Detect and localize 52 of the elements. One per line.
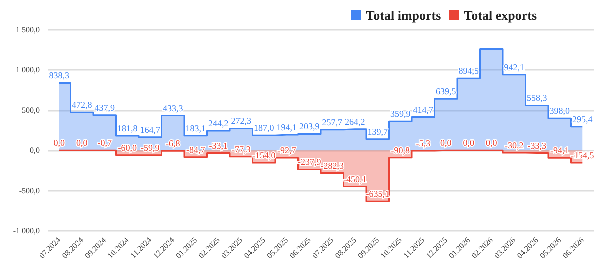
data-label: -5,3 bbox=[416, 138, 431, 149]
y-tick-label: 500,0 bbox=[22, 106, 40, 115]
data-label: 894,5 bbox=[458, 66, 480, 76]
legend-label: Total imports bbox=[366, 8, 442, 23]
data-label: 257,7 bbox=[322, 117, 343, 128]
y-tick-label: -1 000,0 bbox=[13, 226, 40, 236]
data-label: -90,8 bbox=[391, 145, 410, 156]
data-label: -154,0 bbox=[252, 150, 276, 160]
data-label: -92,7 bbox=[278, 146, 297, 156]
data-label: 139,7 bbox=[368, 126, 388, 137]
y-tick-label: 0,0 bbox=[30, 146, 40, 156]
data-label: 272,3 bbox=[231, 116, 252, 126]
data-label: -77,3 bbox=[232, 144, 252, 154]
y-tick-label: -500,0 bbox=[19, 186, 40, 196]
data-label: 437,9 bbox=[94, 102, 116, 113]
data-label: -59,9 bbox=[141, 142, 160, 153]
data-label: 183,1 bbox=[186, 123, 206, 134]
data-label: 433,3 bbox=[163, 103, 184, 114]
data-label: -84,7 bbox=[186, 144, 206, 155]
data-label: 194,1 bbox=[276, 122, 297, 132]
data-label: 639,5 bbox=[436, 86, 457, 97]
data-label: 0,0 bbox=[54, 138, 66, 148]
data-label: -0,7 bbox=[98, 138, 112, 148]
data-label: 244,2 bbox=[208, 118, 229, 128]
data-label: 398,0 bbox=[550, 106, 570, 116]
data-label: -30,2 bbox=[505, 140, 524, 151]
data-label: 187,0 bbox=[254, 123, 275, 134]
data-label: 838,3 bbox=[49, 70, 70, 81]
data-label: -94,1 bbox=[550, 146, 570, 156]
data-label: 164,7 bbox=[140, 124, 161, 135]
data-label: 0,0 bbox=[76, 138, 88, 148]
data-label: -282,3 bbox=[320, 160, 344, 171]
data-label: 0,0 bbox=[463, 138, 475, 148]
data-label: 203,9 bbox=[300, 122, 320, 132]
data-label: -33,3 bbox=[528, 140, 547, 151]
data-label: 359,9 bbox=[390, 109, 412, 120]
data-label: 0,0 bbox=[440, 138, 452, 148]
data-label: -33,1 bbox=[209, 140, 228, 151]
data-label: -60,0 bbox=[118, 142, 138, 153]
data-label: 295,4 bbox=[572, 114, 594, 124]
y-tick-label: 1 000,0 bbox=[16, 66, 40, 75]
data-label: 264,2 bbox=[345, 116, 366, 127]
legend-label: Total exports bbox=[464, 8, 537, 23]
data-label: 414,7 bbox=[413, 104, 434, 115]
data-label: -6,8 bbox=[166, 138, 181, 149]
data-label: 0,0 bbox=[486, 138, 498, 148]
y-tick-label: 1 500,0 bbox=[16, 26, 40, 34]
data-label: 472,8 bbox=[72, 100, 93, 110]
data-label: -154,5 bbox=[571, 150, 595, 161]
data-label: 181,8 bbox=[118, 123, 138, 134]
data-label: 942,1 bbox=[504, 62, 524, 72]
data-label: 558,3 bbox=[527, 93, 548, 104]
